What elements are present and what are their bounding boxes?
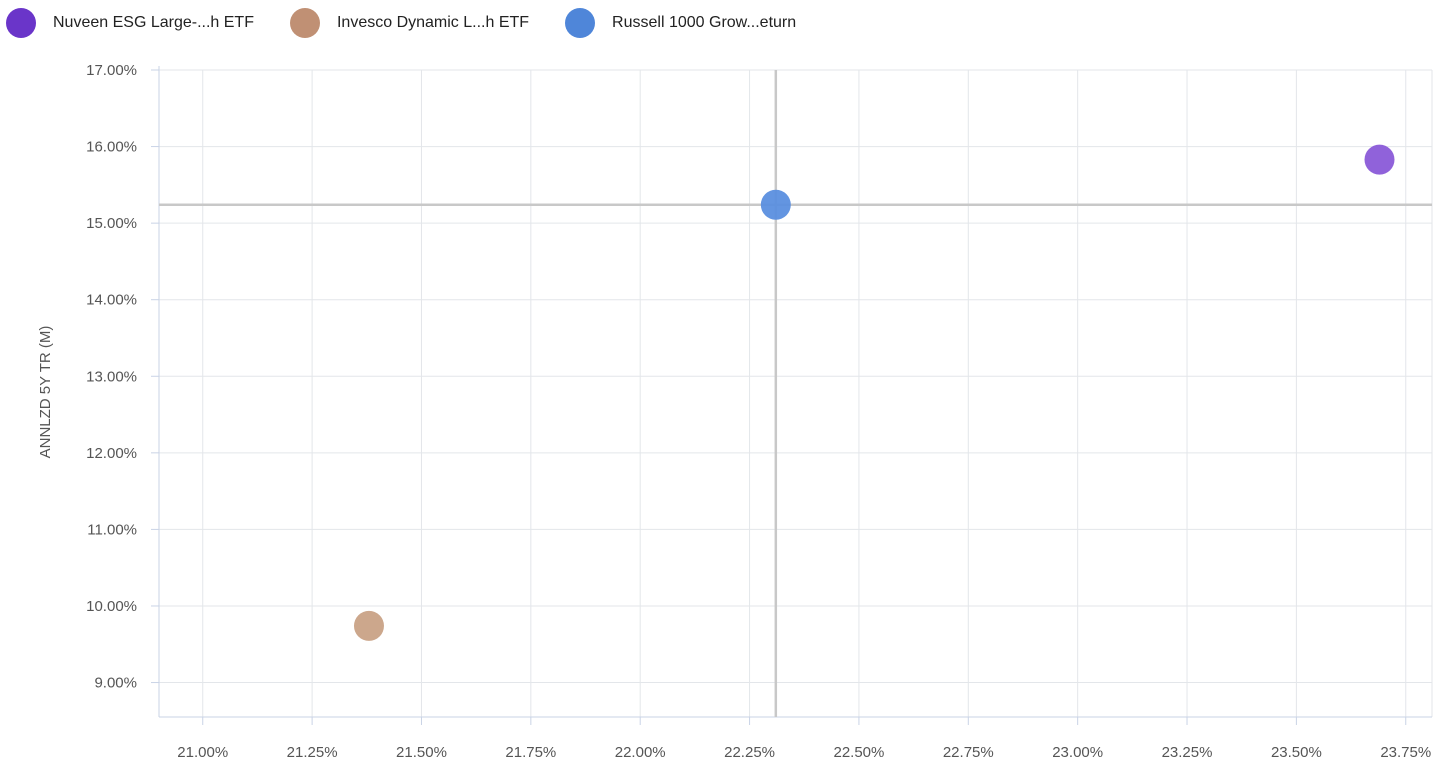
x-tick-label: 23.75% — [1380, 744, 1431, 761]
legend-label: Russell 1000 Grow...eturn — [612, 14, 797, 31]
data-point — [1364, 144, 1395, 175]
y-tick-label: 10.00% — [86, 598, 137, 615]
y-tick-label: 11.00% — [87, 521, 137, 538]
y-tick-label: 17.00% — [86, 62, 137, 79]
reference-lines — [159, 70, 1432, 717]
data-point — [353, 610, 384, 641]
chart-legend: Nuveen ESG Large-...h ETF Invesco Dynamic… — [0, 0, 826, 46]
x-tick-label: 22.00% — [615, 744, 666, 761]
legend-marker — [6, 8, 36, 38]
x-tick-label: 21.75% — [505, 744, 556, 761]
legend-label: Nuveen ESG Large-...h ETF — [53, 14, 254, 31]
x-tick-label: 21.25% — [287, 744, 338, 761]
legend-item[interactable]: Nuveen ESG Large-...h ETF — [6, 8, 254, 38]
legend-item[interactable]: Invesco Dynamic L...h ETF — [289, 8, 530, 38]
x-tick-label: 22.75% — [943, 744, 994, 761]
legend-item[interactable]: Russell 1000 Grow...eturn — [565, 8, 796, 38]
y-tick-label: 12.00% — [86, 445, 137, 462]
y-tick-label: 16.00% — [86, 139, 137, 156]
y-tick-label: 14.00% — [86, 292, 137, 309]
y-tick-label: 13.00% — [86, 368, 137, 385]
x-tick-label: 21.50% — [396, 744, 447, 761]
x-tick-label: 23.25% — [1162, 744, 1213, 761]
x-tick-label: 23.00% — [1052, 744, 1103, 761]
y-tick-label: 9.00% — [94, 675, 137, 692]
y-axis-title: ANNLZD 5Y TR (M) — [37, 326, 54, 459]
x-tick-label: 23.50% — [1271, 744, 1322, 761]
grid-lines — [159, 69, 1433, 717]
y-tick-label: 15.00% — [86, 215, 137, 232]
data-points — [353, 144, 1395, 641]
tick-labels: 21.00% 21.25% 21.50% 21.75% 22.00% 22.25% 22.5… — [86, 62, 1431, 761]
x-tick-label: 21.00% — [177, 744, 228, 761]
data-point — [760, 189, 791, 220]
legend-label: Invesco Dynamic L...h ETF — [336, 14, 530, 31]
legend-marker — [565, 8, 596, 38]
x-tick-label: 22.25% — [724, 744, 775, 761]
legend-marker — [289, 8, 320, 38]
axes — [151, 66, 1432, 725]
x-tick-label: 22.50% — [833, 744, 884, 761]
